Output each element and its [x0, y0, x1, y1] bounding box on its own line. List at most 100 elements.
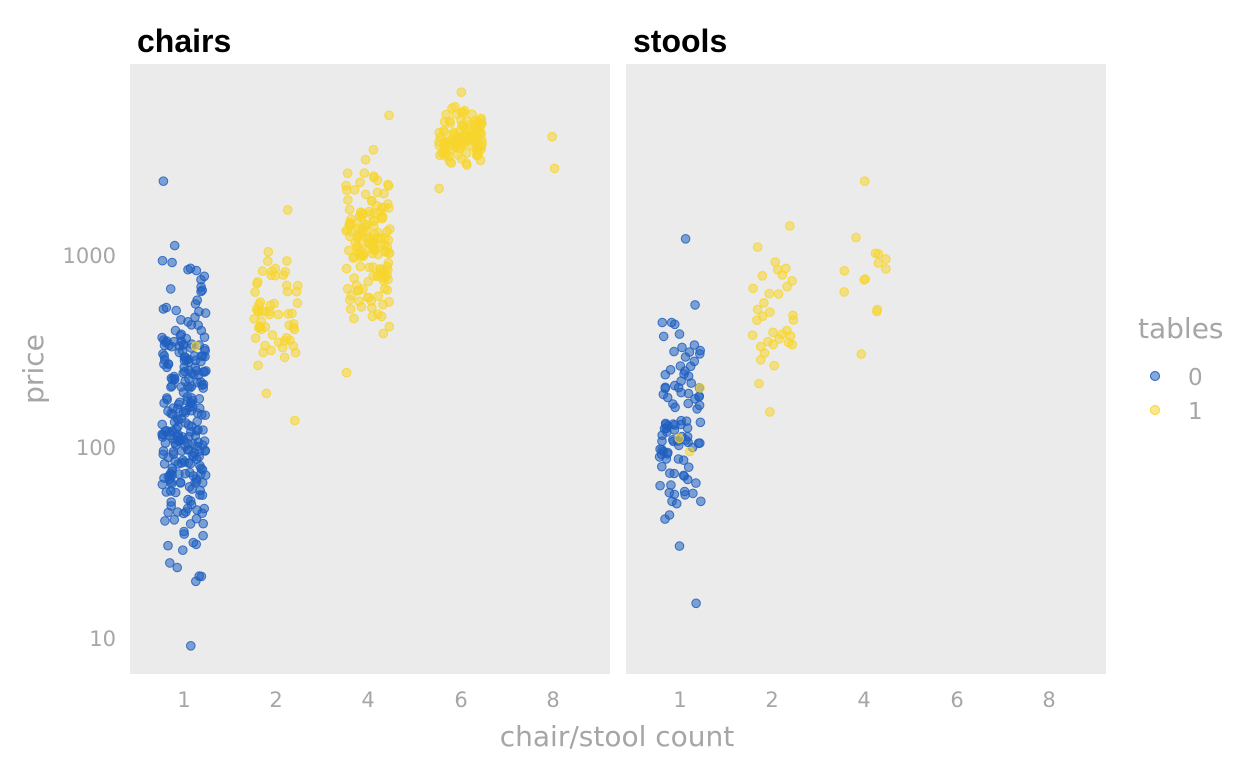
data-point — [165, 284, 176, 294]
data-point — [163, 540, 173, 551]
legend-key-0 — [1150, 371, 1160, 381]
data-point — [360, 154, 371, 165]
data-point — [345, 220, 356, 230]
data-point — [287, 308, 297, 319]
data-point — [273, 309, 284, 320]
data-point — [674, 541, 685, 551]
data-point — [191, 539, 201, 550]
data-point — [198, 530, 208, 541]
data-point — [197, 464, 208, 475]
data-point — [856, 349, 867, 359]
data-point — [180, 408, 191, 418]
data-point — [764, 288, 775, 299]
data-point — [344, 245, 354, 256]
data-point — [179, 526, 189, 537]
data-point — [682, 423, 693, 433]
panel-chairs-points — [157, 87, 560, 651]
y-tick-label: 1000 — [63, 244, 116, 268]
x-tick-label: 1 — [673, 688, 686, 712]
data-point — [434, 183, 445, 194]
data-point — [787, 276, 797, 286]
data-point — [752, 304, 763, 315]
x-tick-label: 2 — [269, 688, 282, 712]
data-point — [373, 291, 384, 302]
data-point — [357, 209, 368, 220]
x-axis-ticks-stools: 1 2 4 6 8 — [673, 688, 1055, 712]
data-point — [757, 271, 768, 281]
legend-label-1: 1 — [1188, 399, 1203, 425]
data-point — [683, 462, 694, 473]
data-point — [282, 286, 293, 297]
x-axis-ticks-chairs: 1 2 4 6 8 — [177, 688, 559, 712]
data-point — [692, 404, 702, 414]
data-point — [166, 501, 176, 511]
data-point — [434, 136, 444, 147]
data-point — [185, 519, 196, 529]
data-point — [437, 148, 447, 159]
data-point — [166, 479, 177, 489]
data-point — [157, 332, 167, 343]
data-point — [674, 329, 685, 339]
data-point — [872, 304, 883, 315]
data-point — [159, 459, 170, 469]
data-point — [747, 330, 758, 341]
data-point — [461, 148, 472, 158]
data-point — [666, 317, 677, 328]
data-point — [263, 256, 273, 266]
data-point — [881, 254, 891, 264]
data-point — [384, 321, 395, 332]
data-point — [359, 168, 370, 178]
x-tick-label: 2 — [765, 688, 778, 712]
data-point — [353, 242, 363, 252]
data-point — [355, 261, 366, 272]
data-point — [198, 518, 208, 529]
data-point — [695, 383, 705, 393]
data-point — [377, 213, 387, 224]
data-point — [186, 320, 197, 330]
data-point — [657, 317, 668, 328]
data-point — [260, 306, 270, 317]
data-point — [669, 346, 679, 357]
data-point — [195, 485, 205, 496]
data-point — [341, 180, 351, 191]
data-point — [349, 313, 359, 324]
data-point — [364, 232, 375, 243]
data-point — [252, 278, 262, 289]
x-tick-label: 4 — [361, 688, 374, 712]
data-point — [160, 516, 170, 526]
data-point — [199, 503, 209, 514]
data-point — [178, 545, 188, 556]
data-point — [377, 273, 388, 283]
data-point — [785, 221, 795, 231]
data-point — [349, 185, 360, 195]
data-point — [696, 496, 706, 507]
data-point — [341, 263, 352, 274]
data-point — [663, 421, 673, 431]
data-point — [851, 232, 861, 243]
data-point — [462, 116, 472, 126]
y-axis-title: price — [17, 334, 50, 404]
data-point — [169, 515, 180, 525]
data-point — [190, 312, 200, 323]
data-point — [190, 362, 200, 373]
data-point — [266, 270, 277, 281]
legend-label-0: 0 — [1188, 365, 1203, 391]
data-point — [376, 311, 387, 322]
data-point — [185, 383, 195, 393]
y-tick-label: 100 — [76, 436, 116, 460]
data-point — [253, 360, 263, 371]
x-axis-title: chair/stool count — [500, 720, 735, 753]
data-point — [689, 356, 700, 367]
y-tick-label: 10 — [89, 627, 116, 651]
data-point — [375, 233, 386, 243]
data-point — [167, 257, 177, 268]
data-point — [859, 275, 870, 285]
data-point — [257, 266, 268, 276]
data-point — [380, 247, 390, 257]
data-point — [345, 304, 356, 314]
data-point — [261, 388, 272, 399]
legend-title: tables — [1138, 312, 1224, 345]
data-point — [769, 360, 780, 371]
data-point — [456, 135, 467, 146]
data-point — [660, 514, 670, 524]
